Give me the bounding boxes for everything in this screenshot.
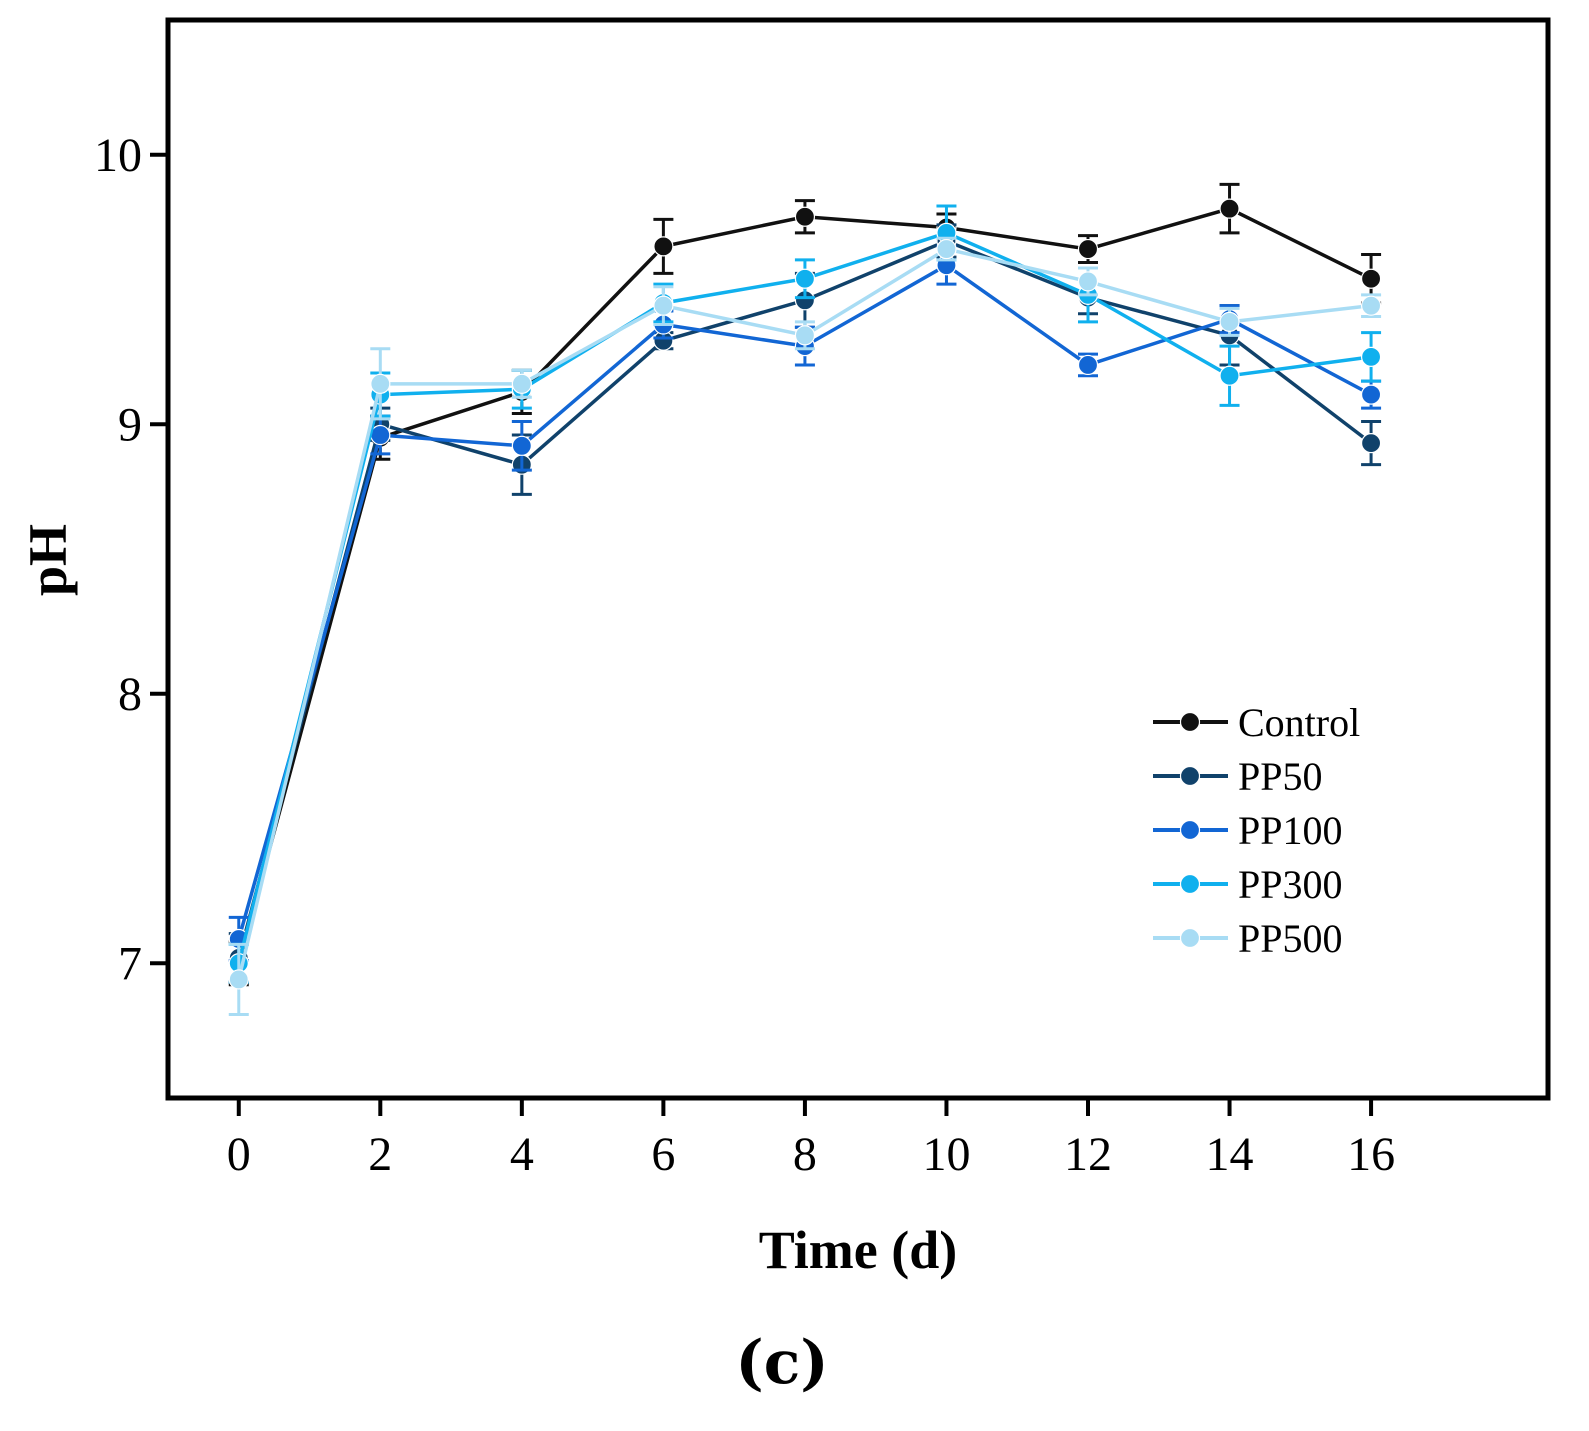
data-point-pp100-6 xyxy=(1077,354,1099,376)
x-tick-label-5: 10 xyxy=(922,1128,970,1181)
series-layer xyxy=(228,182,1382,1016)
y-tick-label-0: 7 xyxy=(118,937,142,990)
data-point-pp500-1 xyxy=(370,373,391,394)
legend-marker-pp50 xyxy=(1179,765,1201,787)
panel-label: (c) xyxy=(735,1328,828,1398)
x-tick-label-6: 12 xyxy=(1064,1128,1112,1181)
legend-marker-pp500 xyxy=(1179,927,1201,949)
x-tick-label-3: 6 xyxy=(651,1128,675,1181)
legend: Control PP50 PP100 PP300 PP500 xyxy=(1153,700,1360,961)
series-pp500 xyxy=(228,236,1382,1016)
plot-frame xyxy=(165,17,1551,1101)
x-tick-label-2: 4 xyxy=(510,1128,534,1181)
data-point-pp300-4 xyxy=(794,268,816,289)
data-point-pp500-6 xyxy=(1077,271,1099,292)
data-point-pp100-2 xyxy=(511,435,532,456)
legend-label-pp100: PP100 xyxy=(1238,808,1343,853)
y-tick-label-1: 8 xyxy=(118,668,142,721)
axis-ticks: 0 2 4 6 8 10 12 14 16 7 8 9 10 xyxy=(94,129,1395,1181)
data-point-control-3 xyxy=(653,236,674,257)
data-point-pp500-5 xyxy=(936,238,957,260)
series-control xyxy=(228,182,1382,987)
data-point-pp500-4 xyxy=(794,325,816,346)
data-point-control-6 xyxy=(1077,238,1099,260)
legend-label-pp300: PP300 xyxy=(1238,862,1343,907)
legend-marker-pp100 xyxy=(1179,819,1201,841)
data-point-pp500-2 xyxy=(511,373,532,394)
data-point-control-7 xyxy=(1219,198,1240,219)
x-tick-label-4: 8 xyxy=(793,1128,817,1181)
data-point-pp100-8 xyxy=(1360,384,1382,405)
data-point-pp300-7 xyxy=(1219,365,1240,386)
x-axis-title: Time (d) xyxy=(759,1220,958,1280)
legend-label-pp50: PP50 xyxy=(1238,754,1323,799)
data-point-control-8 xyxy=(1360,268,1382,289)
data-point-control-4 xyxy=(794,206,816,227)
y-tick-label-2: 9 xyxy=(118,398,142,451)
data-point-pp50-8 xyxy=(1360,433,1382,454)
y-tick-label-3: 10 xyxy=(94,129,142,182)
series-pp100 xyxy=(228,244,1382,963)
data-point-pp500-7 xyxy=(1219,311,1240,332)
data-point-pp500-8 xyxy=(1360,295,1382,316)
x-tick-label-7: 14 xyxy=(1206,1128,1254,1181)
legend-label-control: Control xyxy=(1238,700,1360,745)
data-point-pp300-8 xyxy=(1360,346,1382,367)
data-point-pp500-0 xyxy=(228,969,249,990)
x-tick-label-8: 16 xyxy=(1347,1128,1395,1181)
legend-marker-control xyxy=(1179,711,1201,733)
y-axis-title: pH xyxy=(18,524,78,596)
legend-label-pp500: PP500 xyxy=(1238,916,1343,961)
x-tick-label-1: 2 xyxy=(368,1128,392,1181)
x-tick-label-0: 0 xyxy=(227,1128,251,1181)
legend-marker-pp300 xyxy=(1179,873,1201,895)
data-point-pp500-3 xyxy=(653,295,674,316)
